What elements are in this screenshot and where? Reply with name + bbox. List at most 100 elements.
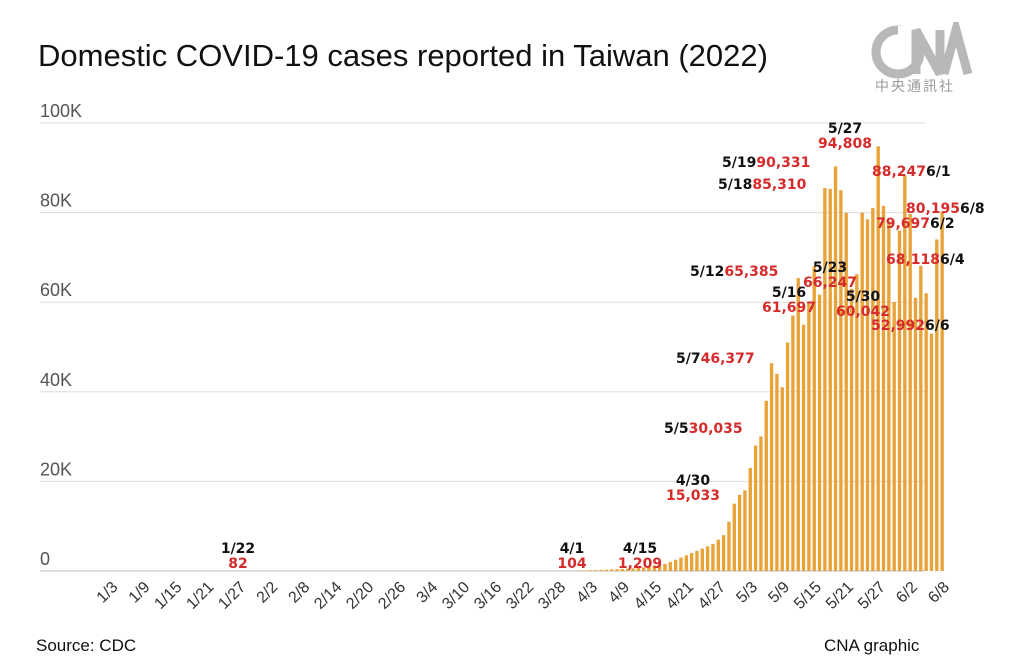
bar-4-27	[716, 539, 720, 571]
x-tick-label: 2/26	[375, 579, 409, 613]
x-tick-label: 5/15	[791, 579, 825, 613]
annotation-value-5-19: 90,331	[756, 155, 810, 171]
annotation-value-5-7: 46,377	[701, 351, 755, 367]
bar-4-15	[652, 565, 657, 571]
bar-4-11	[631, 568, 635, 571]
source-note: Source: CDC	[36, 636, 137, 655]
bar-5-16	[817, 294, 822, 571]
x-tick-label: 3/28	[535, 579, 569, 613]
x-tick-label: 3/16	[471, 579, 505, 613]
annotation-value-4-1: 104	[557, 556, 586, 572]
bar-6-3	[913, 297, 918, 571]
bar-6-2	[908, 213, 912, 571]
annotation-date-5-18: 5/18	[718, 177, 752, 193]
bar-5-6	[764, 400, 768, 571]
annotation-date-6-8: 6/8	[960, 201, 985, 217]
annotation-date-4-30: 4/30	[676, 473, 711, 489]
bar-5-8	[775, 373, 779, 571]
annotation-value-6-4: 68,118	[886, 252, 940, 268]
x-tick-label: 4/3	[573, 579, 601, 607]
x-tick-label: 4/27	[695, 579, 729, 613]
bar-5-13	[801, 324, 806, 571]
annotation-date-5-30: 5/30	[846, 289, 881, 305]
bar-6-6	[929, 333, 934, 571]
annotation-value-6-1: 88,247	[872, 164, 926, 180]
bar-4-4	[593, 570, 598, 571]
x-tick-label: 1/9	[126, 579, 154, 607]
annotation-value-5-5: 30,035	[689, 421, 743, 437]
y-tick-label: 60K	[40, 280, 72, 300]
x-tick-label: 5/27	[855, 579, 889, 613]
bar-5-14	[807, 302, 811, 571]
bar-4-19	[673, 559, 678, 571]
x-tick-label: 3/22	[503, 579, 537, 613]
annotation-5-19: 5/1990,331	[722, 155, 810, 171]
bar-6-1	[903, 175, 907, 571]
bar-5-22	[849, 288, 854, 571]
x-tick-label: 4/21	[663, 579, 697, 613]
annotation-value-5-12: 65,385	[724, 264, 778, 280]
annotation-date-5-16: 5/16	[772, 285, 806, 301]
annotation-date-5-19: 5/19	[722, 155, 756, 171]
bar-5-1	[737, 494, 742, 571]
annotation-5-18: 5/1885,310	[718, 177, 807, 193]
annotation-value-5-18: 85,310	[752, 177, 806, 193]
x-tick-label: 3/10	[439, 579, 473, 613]
annotation-6-6: 52,9926/6	[871, 318, 950, 334]
bar-4-13	[641, 567, 646, 571]
bar-4-23	[695, 550, 699, 571]
annotation-5-12: 5/1265,385	[690, 264, 778, 280]
bar-4-5	[599, 569, 603, 571]
bar-4-9	[620, 568, 625, 571]
annotation-value-1-22: 82	[228, 556, 247, 572]
annotation-value-5-30: 60,042	[836, 304, 890, 320]
annotation-5-5: 5/530,035	[664, 421, 743, 437]
x-tick-label: 1/27	[215, 579, 249, 613]
bar-6-5	[924, 293, 928, 571]
bar-5-4	[753, 445, 758, 571]
x-tick-label: 1/15	[151, 579, 185, 613]
bar-4-17	[663, 563, 667, 571]
x-tick-label: 1/21	[183, 579, 217, 613]
x-tick-label: 2/2	[254, 579, 282, 607]
annotation-date-5-23: 5/23	[813, 260, 847, 276]
x-tick-label: 4/9	[605, 579, 633, 607]
annotation-date-6-2: 6/2	[930, 216, 955, 232]
annotation-date-5-12: 5/12	[690, 264, 724, 280]
bar-4-12	[636, 567, 641, 571]
x-tick-label: 1/3	[94, 579, 122, 607]
bar-4-2	[583, 570, 587, 571]
bar-5-9	[780, 387, 784, 571]
x-tick-label: 2/14	[311, 579, 345, 613]
bar-5-29	[887, 221, 891, 571]
bar-5-31	[897, 230, 902, 571]
annotation-6-4: 68,1186/4	[886, 252, 965, 268]
logo-text: 中央通訊社	[875, 78, 955, 94]
bar-5-20	[839, 190, 843, 571]
bar-6-4	[919, 265, 923, 571]
annotation-value-6-2: 79,697	[876, 216, 930, 232]
bar-5-15	[812, 266, 816, 571]
bar-5-21	[844, 212, 848, 571]
bar-4-7	[609, 569, 614, 571]
annotation-date-5-5: 5/5	[664, 421, 689, 437]
annotation-value-6-8: 80,195	[906, 201, 960, 217]
y-tick-label: 80K	[40, 191, 72, 211]
annotation-date-4-1: 4/1	[560, 541, 585, 557]
bar-4-30	[732, 503, 736, 571]
bar-5-18	[828, 188, 832, 571]
annotation-value-4-30: 15,033	[666, 488, 720, 504]
annotation-date-5-27: 5/27	[828, 121, 862, 137]
bar-5-10	[785, 342, 790, 571]
y-tick-label: 0	[40, 549, 50, 569]
annotation-6-2: 79,6976/2	[876, 216, 955, 232]
x-tick-label: 4/15	[631, 579, 665, 613]
bar-4-14	[647, 566, 651, 571]
annotation-6-1: 88,2476/1	[872, 164, 951, 180]
bar-4-8	[615, 569, 619, 571]
annotation-value-6-6: 52,992	[871, 318, 925, 334]
credit-note: CNA graphic	[824, 636, 920, 655]
annotation-date-5-7: 5/7	[676, 351, 701, 367]
chart-title: Domestic COVID-19 cases reported in Taiw…	[38, 38, 768, 73]
